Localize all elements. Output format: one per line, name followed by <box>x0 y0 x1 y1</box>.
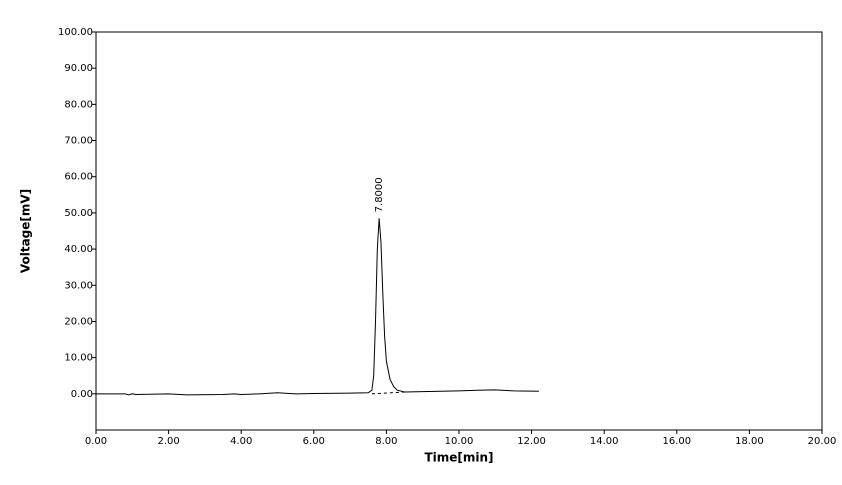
x-tick-label: 12.00 <box>517 436 546 447</box>
x-tick-label: 20.00 <box>808 436 837 447</box>
x-tick-label: 4.00 <box>230 436 252 447</box>
x-tick-label: 6.00 <box>303 436 325 447</box>
y-tick-label: 60.00 <box>64 172 93 183</box>
x-tick-label: 14.00 <box>590 436 619 447</box>
x-axis-title: Time[min] <box>424 451 493 465</box>
y-tick-label: 40.00 <box>64 244 93 255</box>
x-tick-label: 10.00 <box>445 436 474 447</box>
x-tick-label: 2.00 <box>157 436 179 447</box>
plot-frame <box>95 31 823 431</box>
x-tick-label: 16.00 <box>662 436 691 447</box>
y-tick-label: 100.00 <box>58 27 93 38</box>
peak-label: 7.8000 <box>374 177 385 212</box>
y-tick-label: 70.00 <box>64 136 93 147</box>
y-tick-label: 10.00 <box>64 353 93 364</box>
peak-baseline <box>371 391 405 395</box>
y-tick-label: 0.00 <box>71 389 93 400</box>
x-tick-label: 0.00 <box>85 436 107 447</box>
y-tick-label: 50.00 <box>64 208 93 219</box>
y-tick-label: 80.00 <box>64 99 93 110</box>
y-tick-label: 30.00 <box>64 280 93 291</box>
y-axis-title: Voltage[mV] <box>19 189 33 273</box>
x-tick-label: 18.00 <box>735 436 764 447</box>
x-tick-label: 8.00 <box>375 436 397 447</box>
y-tick-label: 20.00 <box>64 316 93 327</box>
y-tick-label: 90.00 <box>64 63 93 74</box>
signal-line <box>96 218 539 396</box>
